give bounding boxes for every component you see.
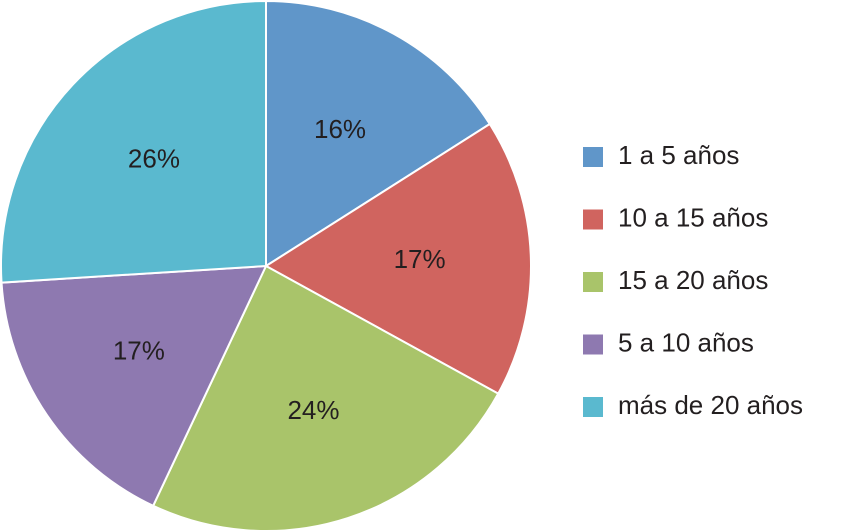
pie-slice [0,264,268,508]
pie-slice [265,0,492,268]
legend-swatch [583,272,603,292]
legend-label: 15 a 20 años [618,265,768,295]
legend-swatch [583,147,603,167]
data-label: 16% [314,114,366,144]
legend-swatch [583,334,603,355]
legend-swatch [583,209,603,230]
legend-swatch [583,397,603,417]
pie-slice [0,0,267,284]
data-label: 24% [287,395,339,425]
pie-slice [264,122,532,396]
legend-label: 10 a 15 años [618,202,768,232]
legend-label: 5 a 10 años [618,327,754,357]
data-label: 17% [113,335,165,365]
pie-slice [151,264,500,532]
data-label: 26% [128,144,180,174]
legend-label: 1 a 5 años [618,140,739,170]
legend-label: más de 20 años [618,390,803,420]
data-label: 17% [394,244,446,274]
